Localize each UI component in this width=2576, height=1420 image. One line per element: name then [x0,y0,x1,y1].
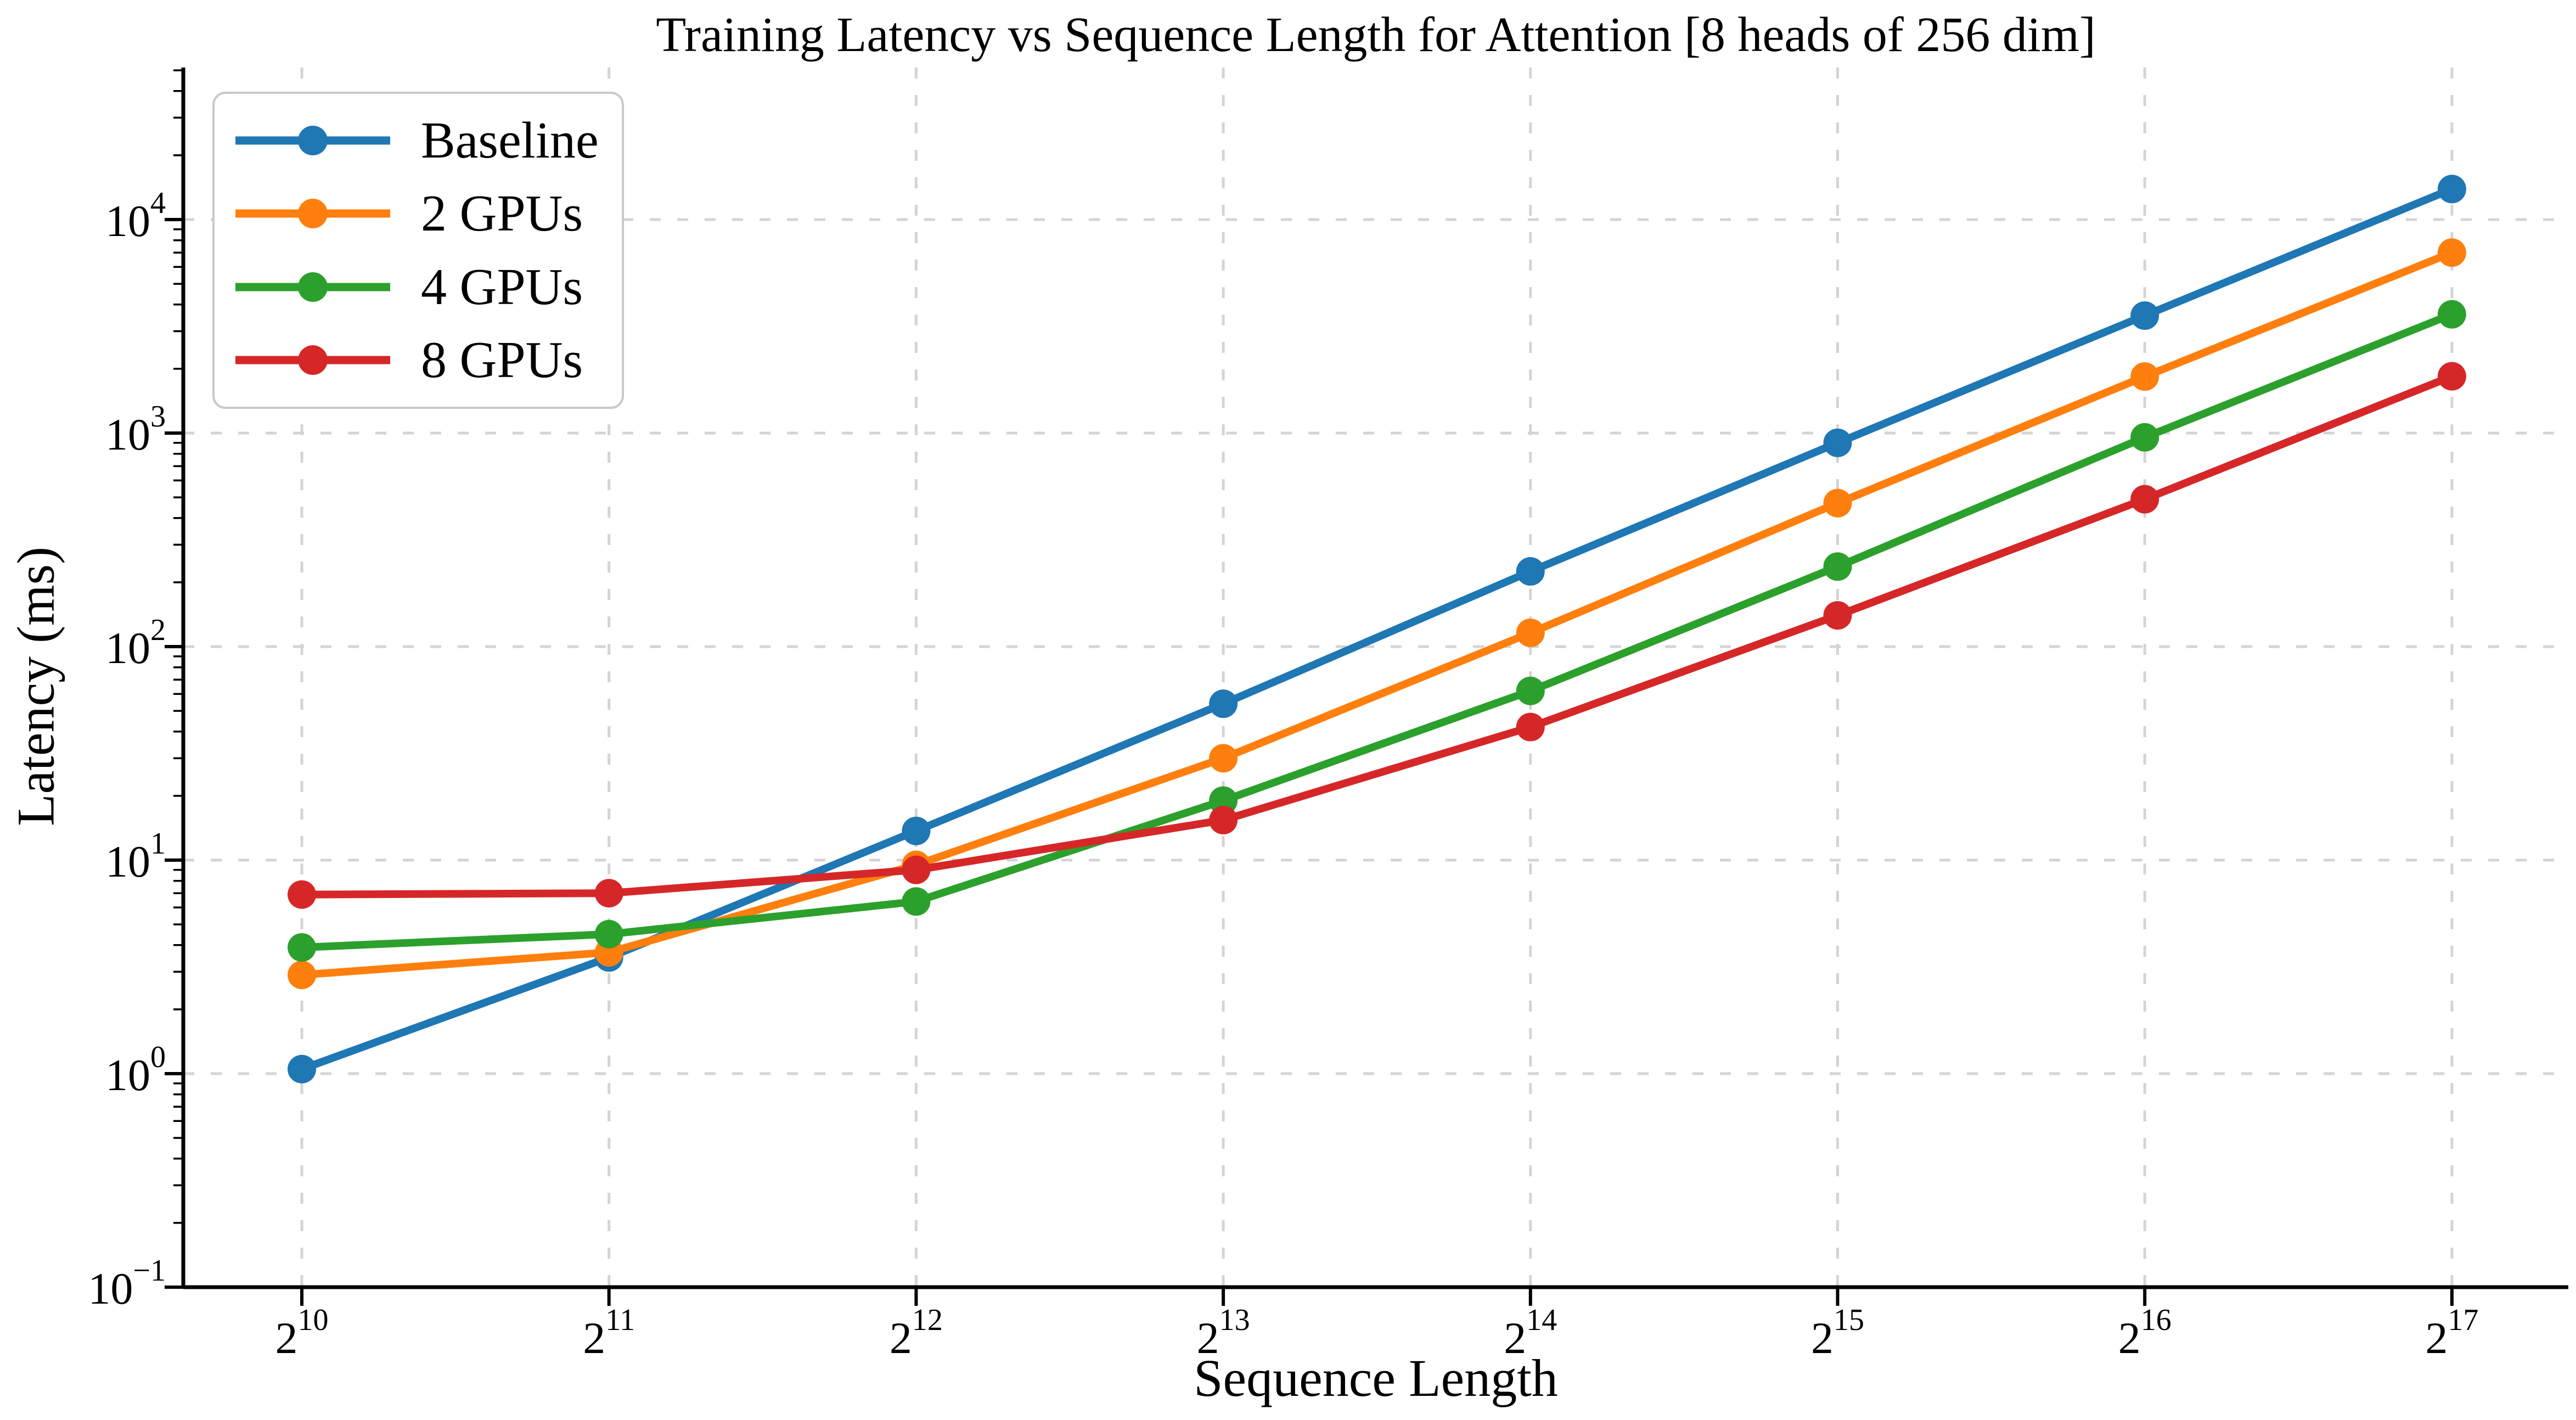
data-point [1823,601,1852,630]
legend: Baseline 2 GPUs 4 GPUs 8 GPUs [212,92,624,409]
legend-item-baseline: Baseline [233,115,622,166]
legend-item-2-gpus: 2 GPUs [233,188,622,239]
series-line [298,249,2456,979]
chart-title: Training Latency vs Sequence Length for … [656,8,2096,62]
x-tick-label: 210 [275,1303,329,1363]
legend-label: 4 GPUs [421,258,583,316]
data-point [1209,806,1238,835]
legend-line-sample [235,345,390,375]
x-tick-label: 216 [2118,1303,2172,1363]
legend-label: Baseline [421,111,599,169]
x-tick-label: 212 [890,1303,943,1363]
data-point [288,1054,316,1084]
data-point [594,919,623,948]
legend-item-8-gpus: 8 GPUs [233,334,622,386]
data-point [2130,485,2159,514]
legend-label: 8 GPUs [421,332,583,389]
y-tick-label: 103 [105,400,166,459]
data-point [1823,552,1852,581]
data-point [1516,676,1545,705]
series-8-gpus [288,362,2466,909]
x-axis-label: Sequence Length [1194,1349,1558,1407]
data-point [1516,557,1545,586]
data-point [288,961,316,990]
series-line [298,310,2456,952]
data-point [1823,428,1852,457]
y-tick-label: 104 [105,186,166,246]
data-point [288,933,316,962]
data-point [2130,423,2159,452]
data-point [1209,689,1238,719]
y-tick-label: 100 [105,1040,166,1100]
legend-line-sample [235,272,390,302]
data-point [1209,744,1238,773]
legend-line-sample [235,199,390,229]
axes-spines [181,68,2568,1289]
data-point [288,880,316,909]
data-point [1516,712,1545,742]
x-tick-label: 211 [583,1303,635,1363]
series-line [298,185,2456,1073]
axis-ticks [165,69,2454,1306]
data-point [2130,362,2159,391]
tick-labels: 210 211 212 213 214 215 216 217 10−1 100 101 102 103… [88,186,2478,1363]
gridlines [183,68,2568,1289]
legend-label: 2 GPUs [421,185,583,243]
data-point [2437,238,2466,267]
data-point [2437,300,2466,329]
data-point [2437,362,2466,391]
data-point [902,887,931,916]
data-point [2130,301,2159,330]
data-point [902,855,931,884]
series-line [298,372,2456,899]
x-tick-label: 215 [1811,1303,1864,1363]
data-point [594,879,623,908]
data-point [1516,618,1545,647]
x-tick-label: 214 [1504,1303,1557,1363]
x-tick-label: 213 [1197,1303,1250,1363]
y-tick-label: 10−1 [88,1254,166,1314]
x-tick-label: 217 [2425,1303,2478,1363]
data-point [902,816,931,845]
data-point [2437,175,2466,204]
data-point [1823,489,1852,518]
legend-line-sample [235,125,390,155]
y-tick-label: 101 [105,827,166,886]
y-tick-label: 102 [105,613,166,673]
y-axis-label: Latency (ms) [6,546,65,827]
legend-item-4-gpus: 4 GPUs [233,261,622,313]
